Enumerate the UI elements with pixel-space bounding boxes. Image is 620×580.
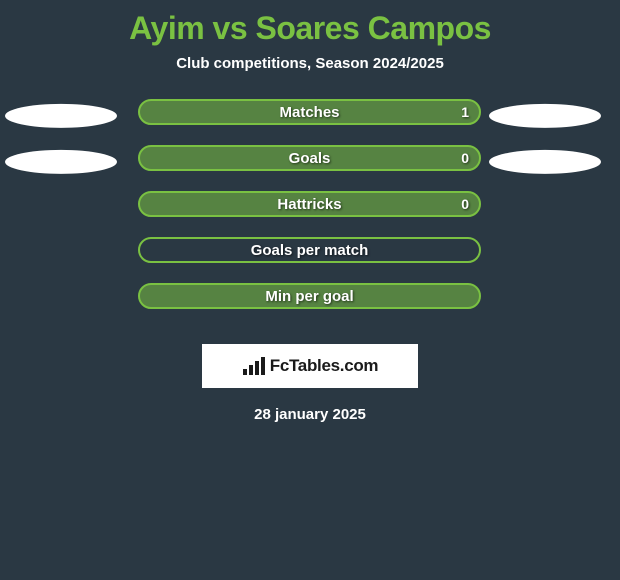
ellipse-right [489, 104, 601, 128]
page-title: Ayim vs Soares Campos [0, 0, 620, 47]
stat-row-matches: Matches 1 [0, 102, 620, 148]
logo-box: FcTables.com [202, 344, 418, 388]
stat-label: Hattricks [277, 196, 341, 213]
logo: FcTables.com [242, 356, 379, 376]
logo-text: FcTables.com [270, 356, 379, 376]
stats-rows: Matches 1 Goals 0 Hattricks 0 Goals per … [0, 102, 620, 332]
stat-value: 1 [461, 104, 469, 120]
stat-bar: Goals per match [138, 237, 481, 263]
stat-value: 0 [461, 150, 469, 166]
subtitle: Club competitions, Season 2024/2025 [0, 55, 620, 72]
stat-label: Min per goal [265, 288, 353, 305]
stat-bar: Min per goal [138, 283, 481, 309]
stat-row-goals-per-match: Goals per match [0, 240, 620, 286]
stat-bar: Matches 1 [138, 99, 481, 125]
stat-row-min-per-goal: Min per goal [0, 286, 620, 332]
ellipse-right [489, 150, 601, 174]
stat-row-hattricks: Hattricks 0 [0, 194, 620, 240]
stat-bar: Hattricks 0 [138, 191, 481, 217]
ellipse-left [5, 104, 117, 128]
stat-label: Matches [279, 104, 339, 121]
bars-icon [242, 356, 266, 376]
ellipse-left [5, 150, 117, 174]
stat-label: Goals [289, 150, 331, 167]
stat-value: 0 [461, 196, 469, 212]
stat-row-goals: Goals 0 [0, 148, 620, 194]
stat-bar: Goals 0 [138, 145, 481, 171]
date-text: 28 january 2025 [0, 406, 620, 423]
stat-label: Goals per match [251, 242, 369, 259]
